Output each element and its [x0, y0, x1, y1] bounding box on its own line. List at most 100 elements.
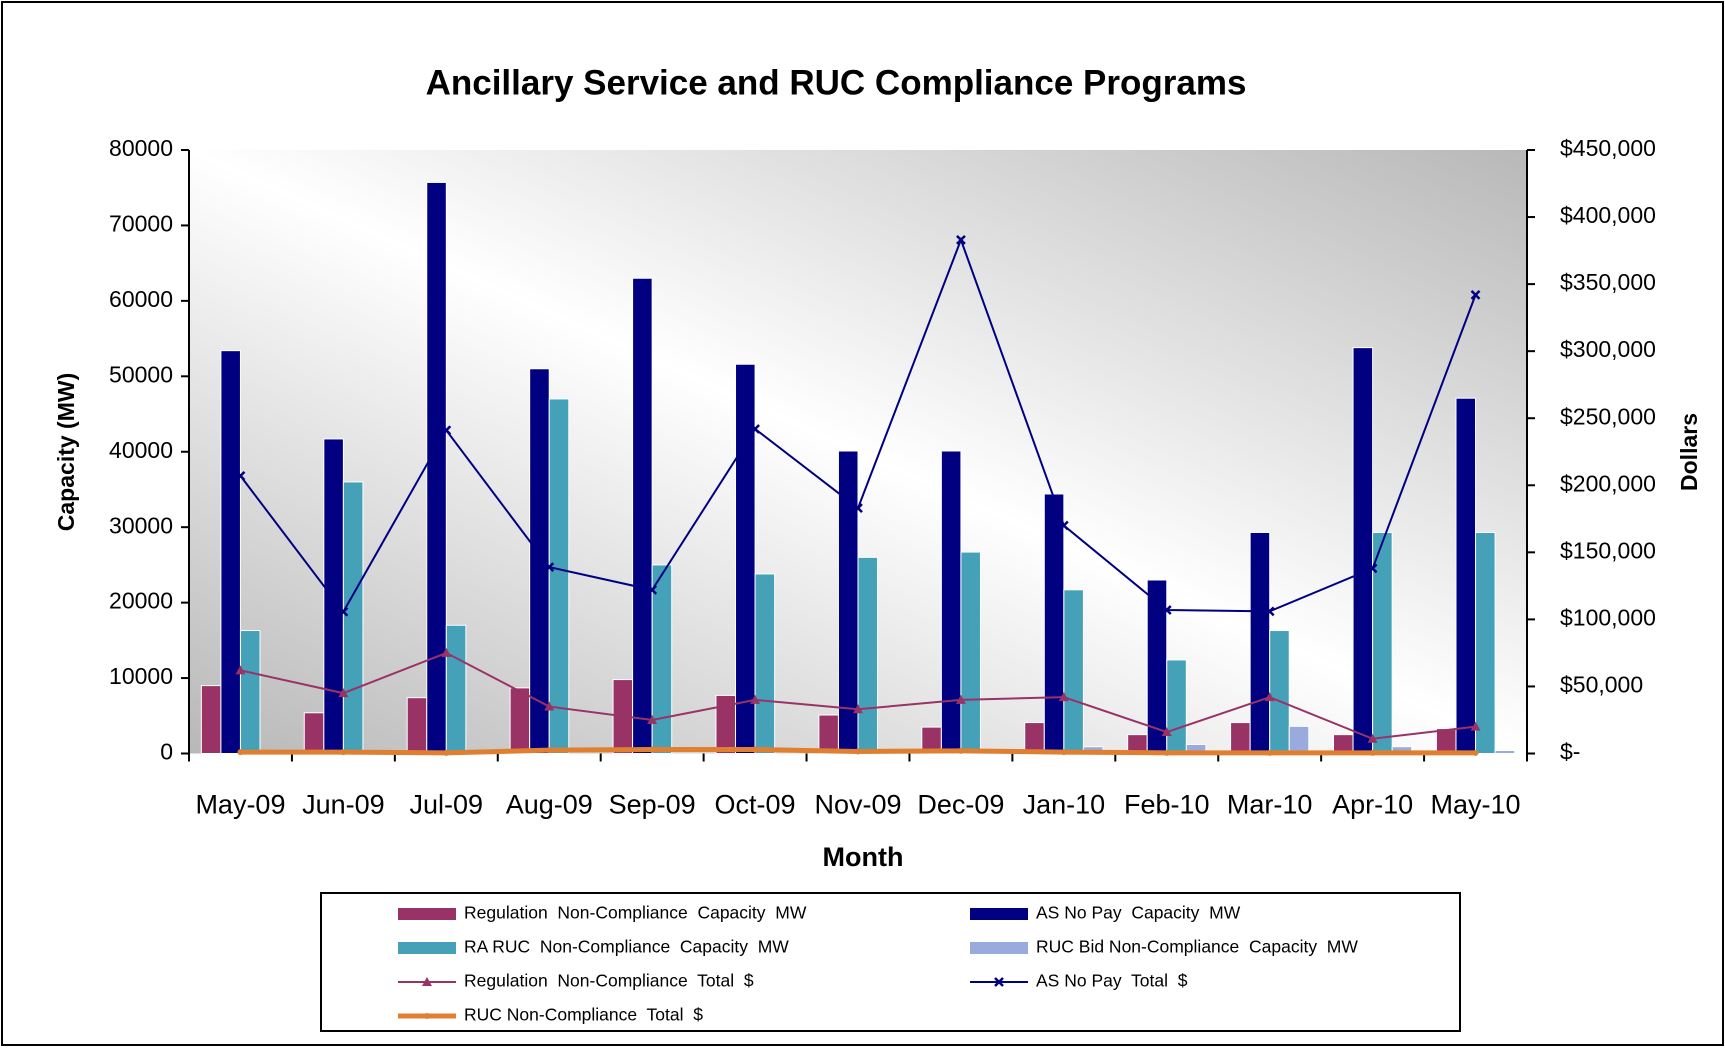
marker: [235, 665, 246, 675]
y2-tick-label: $350,000: [1560, 269, 1656, 295]
y-tick-label: 40000: [109, 437, 173, 463]
marker: [338, 606, 349, 617]
marker: [1470, 721, 1481, 731]
bar: [529, 368, 550, 754]
y-tick-label: 20000: [109, 588, 173, 614]
marker: [1264, 692, 1275, 702]
bar: [1288, 725, 1310, 755]
marker: [957, 747, 964, 754]
x-tick-label: Nov-09: [814, 790, 901, 820]
legend: [320, 892, 1461, 1032]
marker: [853, 704, 863, 714]
y2-axis-title: Dollars: [1676, 413, 1702, 491]
marker: [443, 749, 450, 756]
legend-label: Regulation Non-Compliance Total $: [464, 971, 754, 991]
marker: [752, 746, 759, 753]
bar: [445, 624, 467, 754]
marker: [1470, 289, 1481, 300]
x-tick-label: Mar-10: [1227, 790, 1313, 820]
marker: [441, 425, 452, 436]
bar: [1455, 397, 1477, 754]
x-tick-label: Dec-09: [917, 790, 1004, 820]
marker: [853, 503, 863, 513]
marker: [340, 749, 347, 756]
marker: [338, 688, 349, 698]
x-tick-label: Feb-10: [1124, 790, 1210, 820]
x-tick-label: Jul-09: [410, 790, 484, 820]
marker: [1369, 749, 1376, 756]
x-tick-label: May-09: [195, 790, 285, 820]
marker: [647, 585, 658, 595]
bar: [239, 630, 261, 754]
y2-tick-label: $300,000: [1560, 336, 1656, 362]
marker: [1472, 749, 1479, 756]
y-tick-label: 30000: [109, 512, 173, 538]
marker: [994, 977, 1004, 987]
bar: [632, 277, 653, 754]
bar: [1494, 749, 1516, 754]
bar: [323, 438, 344, 754]
bar: [651, 564, 673, 754]
marker: [1161, 727, 1172, 737]
marker: [424, 1013, 430, 1019]
marker: [544, 562, 555, 572]
bar: [1475, 531, 1496, 755]
y2-tick-label: $250,000: [1560, 403, 1656, 429]
bar: [303, 712, 325, 754]
bar: [509, 687, 531, 755]
legend-label: Regulation Non-Compliance Capacity MW: [464, 903, 807, 923]
bar: [200, 685, 222, 755]
bar: [818, 714, 839, 754]
bar: [754, 573, 776, 754]
y2-tick-label: $200,000: [1560, 470, 1656, 496]
y-tick-label: 10000: [109, 663, 173, 689]
bar: [857, 556, 879, 754]
y2-tick-label: $400,000: [1560, 202, 1656, 228]
bar: [735, 363, 756, 754]
marker: [1264, 606, 1275, 617]
marker: [855, 748, 861, 755]
marker: [422, 977, 432, 986]
marker: [235, 471, 246, 481]
marker: [955, 694, 966, 704]
bar: [1269, 630, 1290, 754]
legend-label: RUC Bid Non-Compliance Capacity MW: [1036, 937, 1358, 957]
legend-swatch: [398, 908, 456, 920]
x-tick-label: Sep-09: [609, 790, 696, 820]
x-tick-label: Apr-10: [1332, 790, 1413, 820]
y2-tick-label: $-: [1560, 739, 1580, 765]
marker: [750, 424, 760, 434]
bar: [1024, 722, 1045, 754]
marker: [237, 749, 244, 756]
x-tick-label: Aug-09: [506, 790, 593, 820]
marker: [956, 234, 966, 245]
y-tick-label: 80000: [109, 135, 173, 161]
marker: [546, 747, 553, 754]
x-tick-label: Jan-10: [1023, 790, 1106, 820]
bar: [1166, 659, 1187, 755]
marker: [1058, 692, 1069, 702]
x-tick-label: May-10: [1431, 790, 1521, 820]
bar: [220, 350, 241, 754]
legend-swatch: [398, 942, 456, 954]
marker: [1060, 749, 1067, 756]
y-tick-label: 50000: [109, 361, 173, 387]
y-tick-label: 0: [160, 739, 173, 765]
marker: [649, 746, 656, 753]
bar: [548, 398, 570, 754]
chart-title: Ancillary Service and RUC Compliance Pro…: [426, 63, 1247, 102]
x-tick-label: Jun-09: [302, 790, 385, 820]
legend-label: AS No Pay Capacity MW: [1036, 903, 1241, 923]
bar: [1230, 722, 1251, 754]
legend-swatch: [970, 942, 1028, 954]
y-axis-title: Capacity (MW): [53, 373, 79, 531]
marker: [1058, 520, 1069, 531]
bar: [1352, 347, 1374, 754]
y2-tick-label: $150,000: [1560, 537, 1656, 563]
marker: [750, 694, 761, 704]
x-tick-label: Oct-09: [715, 790, 796, 820]
marker: [647, 714, 658, 724]
bar: [406, 697, 428, 755]
